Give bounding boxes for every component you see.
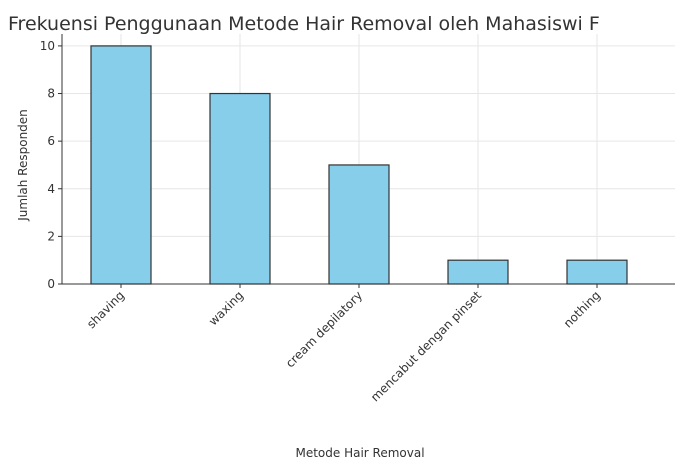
bar-nothing	[566, 259, 628, 285]
x-tick-label: shaving	[84, 288, 127, 331]
y-ticks: 0 2 4 6 8 10	[40, 39, 62, 291]
x-tick-label: nothing	[561, 288, 603, 330]
bar-waxing	[209, 92, 271, 285]
x-axis-label: Metode Hair Removal	[295, 446, 424, 460]
y-tick-label: 10	[40, 39, 55, 53]
axes	[61, 34, 675, 285]
y-tick-label: 6	[47, 134, 55, 148]
y-tick-label: 4	[47, 182, 55, 196]
chart-title: Frekuensi Penggunaan Metode Hair Removal…	[8, 13, 600, 35]
x-ticks: shaving waxing cream depilatory mencabut de…	[84, 284, 603, 404]
y-tick-label: 2	[47, 229, 55, 243]
y-axis-label: Jumlah Responden	[16, 109, 30, 222]
y-tick-label: 8	[47, 87, 55, 101]
bar-shaving	[90, 45, 152, 285]
x-tick-label: mencabut dengan pinset	[368, 288, 484, 404]
bar-mencabut-dengan-pinset	[447, 259, 509, 285]
y-tick-label: 0	[47, 277, 55, 291]
bars	[90, 45, 628, 285]
bar-cream-depilatory	[328, 164, 390, 285]
x-tick-label: waxing	[206, 288, 246, 328]
x-tick-label: cream depilatory	[283, 288, 365, 370]
